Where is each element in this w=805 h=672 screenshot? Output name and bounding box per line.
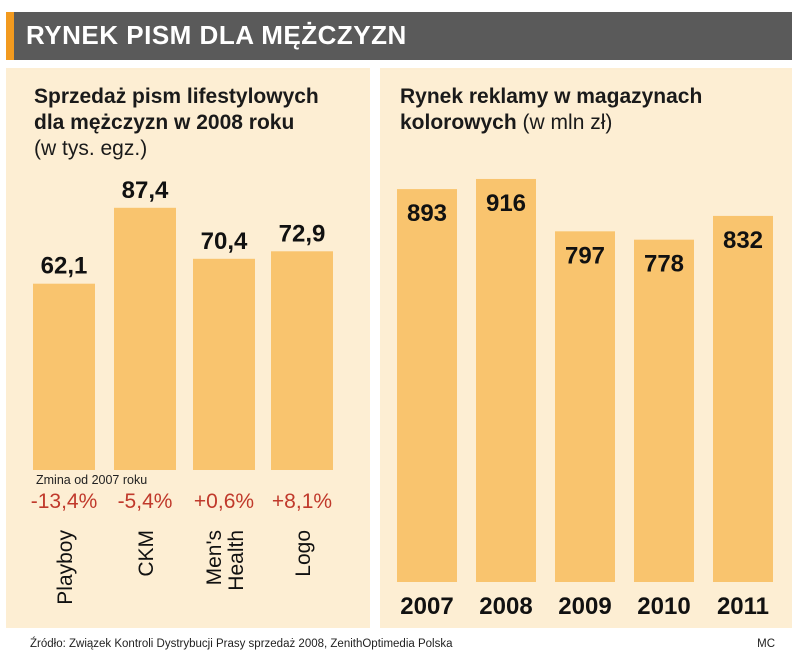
left-value-label-3: 70,4 — [201, 228, 248, 255]
left-change-label-2: -5,4% — [118, 490, 173, 513]
right-category-label-1: 2007 — [400, 593, 453, 620]
left-category-label-3-1: Men's — [203, 530, 226, 585]
right-value-label-3: 797 — [565, 242, 605, 269]
left-chart-subtitle: (w tys. egz.) — [34, 137, 148, 160]
right-category-label-5: 2011 — [717, 593, 769, 620]
right-category-label-2: 2008 — [479, 593, 532, 620]
right-category-label-3: 2009 — [558, 593, 611, 620]
left-change-label-1: -13,4% — [31, 490, 98, 513]
left-category-label-2: CKM — [135, 530, 158, 577]
right-chart-subtitle: (w mln zł) — [522, 111, 613, 134]
source-note: Źródło: Związek Kontroli Dystrybucji Pra… — [30, 638, 453, 650]
left-category-label-4: Logo — [292, 530, 315, 577]
left-category-label-1: Playboy — [54, 530, 77, 605]
title-accent — [6, 12, 14, 60]
left-chart-title-line1: Sprzedaż pism lifestylowych — [34, 85, 319, 108]
right-chart-title: Rynek reklamy w magazynach kolorowych (w… — [400, 84, 702, 136]
right-value-label-5: 832 — [723, 227, 763, 254]
right-chart-title-line1: Rynek reklamy w magazynach — [400, 85, 703, 108]
page-title: RYNEK PISM DLA MĘŻCZYZN — [26, 20, 407, 50]
left-change-label-3: +0,6% — [194, 490, 254, 513]
author-credit: MC — [757, 638, 775, 650]
title-bar: RYNEK PISM DLA MĘŻCZYZN — [6, 12, 792, 60]
right-value-label-2: 916 — [486, 190, 526, 217]
change-caption: Zmina od 2007 roku — [36, 473, 147, 487]
left-bar-4 — [271, 251, 333, 470]
left-chart-title: Sprzedaż pism lifestylowych dla mężczyzn… — [34, 84, 319, 162]
right-value-label-1: 893 — [407, 200, 447, 227]
panel-divider — [370, 68, 380, 628]
left-bar-1 — [33, 283, 95, 470]
right-bar-3 — [555, 231, 615, 582]
left-value-label-1: 62,1 — [41, 253, 88, 280]
right-value-label-4: 778 — [644, 251, 684, 278]
left-bar-2 — [114, 207, 176, 471]
left-chart-title-line2: dla mężczyzn w 2008 roku — [34, 111, 295, 134]
right-category-label-4: 2010 — [637, 593, 690, 620]
right-chart-title-line2: kolorowych — [400, 111, 517, 134]
left-value-label-4: 72,9 — [279, 220, 326, 247]
right-bar-2 — [476, 178, 536, 582]
left-category-label-3-2: Health — [225, 530, 248, 591]
left-value-label-2: 87,4 — [122, 177, 169, 204]
right-bar-5 — [713, 215, 773, 583]
left-bar-3 — [193, 258, 255, 470]
right-bar-4 — [634, 239, 694, 582]
left-change-label-4: +8,1% — [272, 490, 332, 513]
right-bar-1 — [397, 189, 457, 582]
